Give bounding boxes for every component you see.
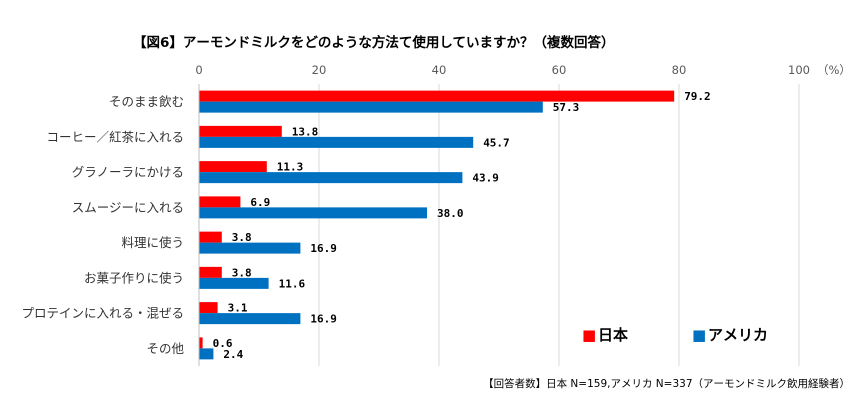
value-label-usa-1: 45.7 (483, 136, 510, 149)
x-tick-label-20: 20 (312, 63, 327, 77)
value-label-usa-7: 2.4 (223, 348, 243, 361)
legend-marker-japan: ■ (582, 326, 596, 344)
category-label-6: プロテインに入れる・混ぜる (21, 306, 184, 321)
value-labels: 79.2 57.3 13.8 45.7 11.3 43.9 6.9 38.0 3.8 16.9 3.… (213, 90, 711, 361)
bar-usa-4 (199, 242, 301, 254)
respondent-note: 【回答者数】日本 N=159,アメリカ N=337（アーモンドミルク飲用経験者） (483, 377, 850, 390)
category-labels: そのまま飲むコーヒー／紅茶に入れるグラノーラにかけるスムージーに入れる料理に使う… (21, 94, 184, 356)
chart-title: 【図6】アーモンドミルクをどのような方法て使用していますか？（複数回答） (133, 34, 615, 51)
value-label-usa-4: 16.9 (310, 242, 337, 255)
x-tick-label-0: 0 (195, 63, 202, 77)
bar-japan-4 (199, 231, 222, 243)
bars (199, 90, 675, 360)
legend-label-usa: アメリカ (708, 326, 768, 344)
value-label-usa-0: 57.3 (553, 101, 580, 114)
bar-usa-7 (199, 348, 214, 360)
value-label-japan-7: 0.6 (213, 337, 233, 350)
category-label-3: スムージーに入れる (72, 200, 184, 215)
value-label-usa-5: 11.6 (279, 277, 306, 290)
x-axis-ticks: 0 20 40 60 80 100 (195, 63, 810, 77)
bar-usa-1 (199, 136, 474, 148)
gridlines (318, 84, 800, 366)
bar-usa-2 (199, 172, 463, 184)
legend: ■ 日本 アメリカ ■ アメリカ (582, 326, 768, 344)
x-tick-label-100: 100 (788, 63, 810, 77)
bar-usa-0 (199, 101, 543, 113)
x-tick-label-80: 80 (672, 63, 687, 77)
bar-japan-6 (199, 302, 218, 314)
bar-japan-2 (199, 161, 267, 173)
category-label-4: 料理に使う (121, 235, 184, 250)
legend-marker-usa-square: ■ (692, 326, 706, 344)
bar-japan-3 (199, 196, 241, 208)
x-tick-label-40: 40 (432, 63, 447, 77)
value-label-japan-4: 3.8 (232, 231, 252, 244)
bar-japan-0 (199, 90, 675, 102)
bar-japan-1 (199, 125, 282, 137)
x-tick-label-60: 60 (552, 63, 567, 77)
category-label-0: そのまま飲む (109, 94, 184, 109)
value-label-japan-6: 3.1 (228, 302, 248, 315)
legend-label-japan: 日本 (598, 326, 628, 344)
category-label-1: コーヒー／紅茶に入れる (46, 129, 184, 144)
value-label-japan-0: 79.2 (684, 90, 711, 103)
bar-japan-7 (199, 337, 203, 349)
bar-usa-3 (199, 207, 427, 219)
x-axis-unit-label: （%） (817, 63, 851, 77)
value-label-japan-3: 6.9 (250, 196, 270, 209)
bar-japan-5 (199, 266, 222, 278)
value-label-usa-6: 16.9 (310, 313, 337, 326)
bar-usa-6 (199, 313, 301, 325)
value-label-japan-1: 13.8 (292, 125, 319, 138)
value-label-japan-2: 11.3 (277, 161, 304, 174)
value-label-japan-5: 3.8 (232, 266, 252, 279)
value-label-usa-3: 38.0 (437, 207, 464, 220)
category-label-5: お菓子作りに使う (84, 270, 184, 285)
category-label-7: その他 (146, 341, 184, 356)
bar-usa-5 (199, 277, 269, 289)
category-label-2: グラノーラにかける (72, 165, 184, 180)
value-label-usa-2: 43.9 (472, 172, 499, 185)
